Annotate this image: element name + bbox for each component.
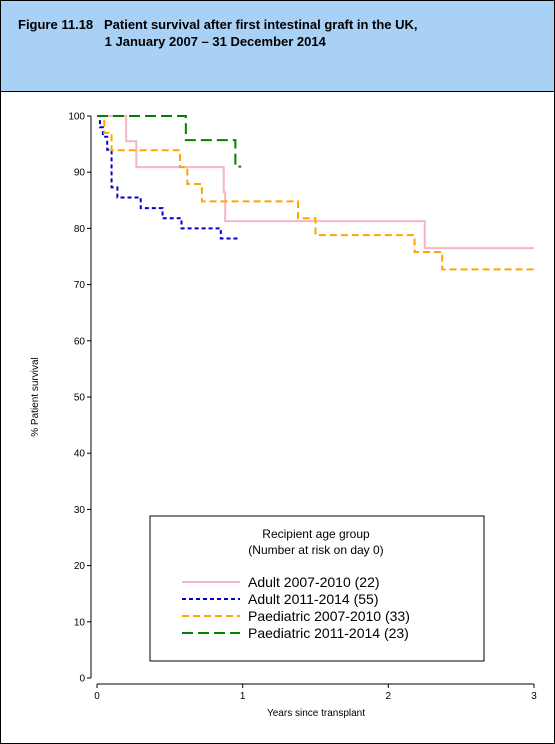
series-line-3 xyxy=(97,115,534,271)
legend-title-line1: Recipient age group xyxy=(262,527,370,541)
legend-label-4: Paediatric 2011-2014 (23) xyxy=(248,625,409,641)
y-tick-label: 70 xyxy=(74,280,86,291)
series-line-4 xyxy=(97,115,242,168)
figure-title: Figure 11.18 Patient survival after firs… xyxy=(18,16,543,50)
legend-title-line2: (Number at risk on day 0) xyxy=(248,543,383,557)
x-tick-label: 3 xyxy=(531,691,537,702)
figure-header: Figure 11.18 Patient survival after firs… xyxy=(1,1,554,92)
figure-title-line2: 1 January 2007 – 31 December 2014 xyxy=(18,34,326,49)
legend-box xyxy=(149,515,485,662)
x-tick-label: 0 xyxy=(94,691,100,702)
y-tick-label: 20 xyxy=(74,561,86,572)
legend-items: Adult 2007-2010 (22)Adult 2011-2014 (55)… xyxy=(182,574,410,641)
y-tick-label: 80 xyxy=(74,224,86,235)
y-tick-label: 50 xyxy=(74,393,86,404)
legend-label-2: Adult 2011-2014 (55) xyxy=(248,591,379,607)
y-tick-label: 100 xyxy=(68,112,85,123)
y-axis-label: % Patient survival xyxy=(30,357,41,436)
chart-plot-area xyxy=(97,115,534,271)
x-tick-label: 1 xyxy=(240,691,246,702)
x-tick-label: 2 xyxy=(386,691,392,702)
y-tick-label: 90 xyxy=(74,168,86,179)
x-axis-label: Years since transplant xyxy=(267,708,365,719)
y-tick-label: 40 xyxy=(74,449,86,460)
legend-label-1: Adult 2007-2010 (22) xyxy=(248,574,380,590)
legend-label-3: Paediatric 2007-2010 (33) xyxy=(248,608,410,624)
y-tick-label: 60 xyxy=(74,336,86,347)
y-tick-label: 30 xyxy=(74,505,86,516)
series-line-1 xyxy=(97,115,534,250)
y-tick-label: 0 xyxy=(79,674,85,685)
series-line-2 xyxy=(97,115,239,240)
figure-title-line1: Figure 11.18 Patient survival after firs… xyxy=(18,17,418,32)
chart-axes: 0 10 20 30 40 50 60 70 80 90 100 0 1 2 3 xyxy=(68,112,537,703)
y-tick-label: 10 xyxy=(74,617,86,628)
chart-legend: Recipient age group (Number at risk on d… xyxy=(149,515,485,662)
